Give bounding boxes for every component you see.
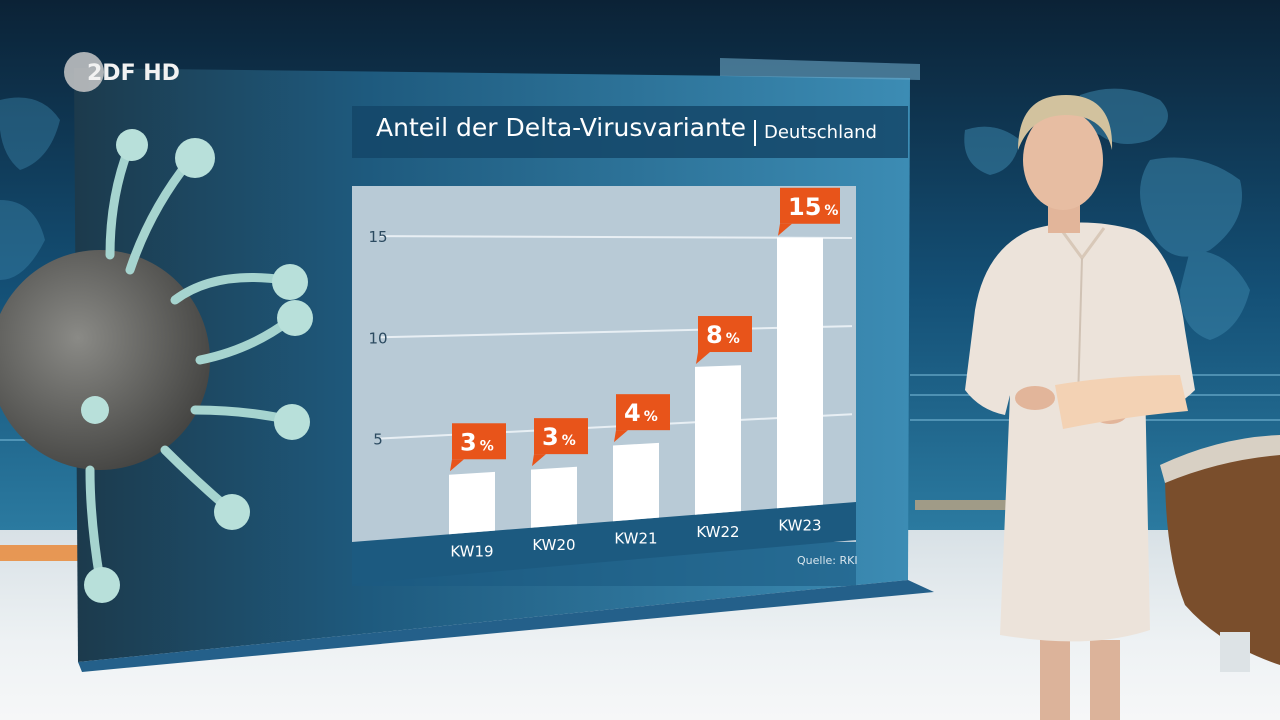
title-separator	[754, 120, 756, 146]
source-label: Quelle: RKI	[797, 554, 858, 567]
bar	[531, 466, 577, 528]
bar	[777, 237, 823, 509]
x-tick-label: KW23	[778, 516, 821, 534]
svg-text:3%: 3%	[542, 423, 576, 451]
chart-title-bar	[352, 106, 908, 158]
x-tick-label: KW19	[450, 542, 493, 560]
gridline	[379, 325, 853, 339]
axis-band	[352, 502, 856, 584]
svg-text:3%: 3%	[460, 428, 494, 456]
bar	[613, 442, 659, 522]
virus-illustration	[0, 129, 313, 603]
gridline	[379, 235, 853, 239]
svg-text:15%: 15%	[788, 193, 838, 221]
value-label: 3%	[450, 423, 506, 472]
world-map-graphic	[964, 88, 1250, 340]
x-tick-label: KW22	[696, 523, 739, 541]
y-tick-label: 10	[368, 329, 387, 347]
value-label: 15%	[778, 187, 840, 236]
y-tick-label: 15	[368, 228, 387, 246]
value-label: 3%	[532, 418, 588, 467]
value-label: 8%	[696, 316, 752, 365]
decor-strip	[0, 545, 80, 561]
y-tick-label: 5	[373, 431, 383, 449]
plot-area	[352, 186, 856, 542]
zdf-hd-logo: 2DF HD	[64, 52, 180, 92]
bar	[449, 471, 495, 535]
bar	[695, 365, 741, 515]
chart-subtitle: Deutschland	[764, 122, 877, 143]
svg-text:8%: 8%	[706, 321, 740, 349]
value-label: 4%	[614, 394, 670, 443]
svg-text:4%: 4%	[624, 399, 658, 427]
x-tick-label: KW21	[614, 529, 657, 547]
x-tick-label: KW20	[532, 536, 575, 554]
svg-text:2DF HD: 2DF HD	[87, 61, 180, 86]
chart-title: Anteil der Delta-Virusvariante	[376, 113, 747, 142]
news-desk	[1160, 435, 1280, 672]
decor-strip-right	[915, 500, 1055, 510]
